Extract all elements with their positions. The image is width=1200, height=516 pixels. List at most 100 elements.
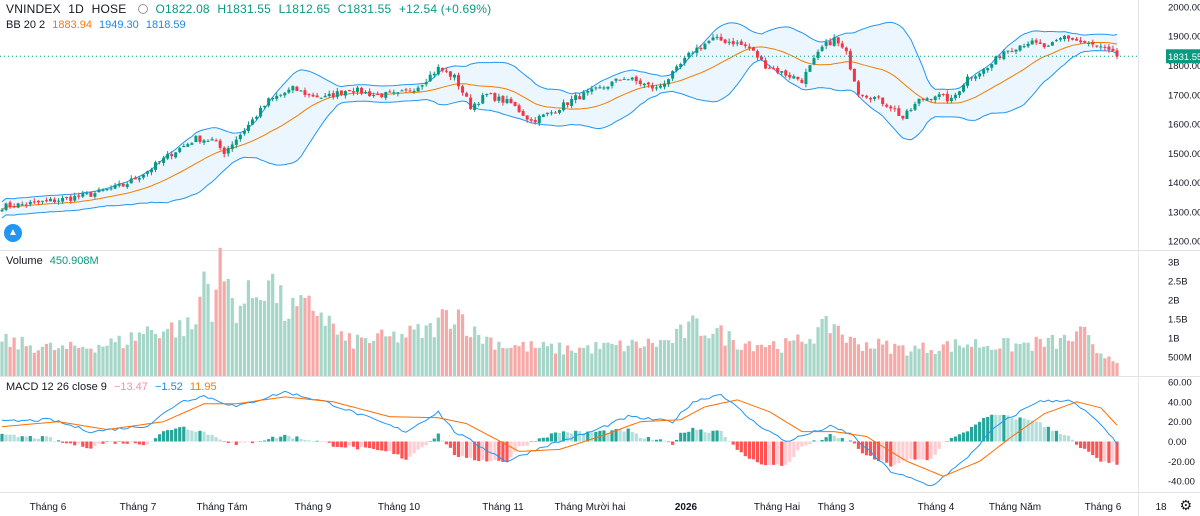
- volume-bar: [719, 325, 723, 376]
- volume-bar: [763, 347, 768, 376]
- macd-histogram-bar: [198, 430, 202, 442]
- volume-bar: [40, 346, 44, 376]
- macd-histogram-bar: [153, 438, 158, 442]
- candle-body: [731, 41, 735, 45]
- volume-bar: [436, 317, 440, 376]
- macd-histogram-bar: [69, 441, 73, 444]
- volume-bar: [521, 342, 525, 376]
- macd-histogram-bar: [432, 438, 436, 442]
- volume-bar: [800, 341, 804, 376]
- tradingview-logo-icon[interactable]: ▲: [4, 224, 22, 242]
- time-tick-label: Tháng 10: [378, 502, 421, 513]
- candle-body: [396, 92, 400, 94]
- volume-bar: [125, 344, 129, 376]
- volume-bar: [553, 353, 558, 376]
- symbol-interval[interactable]: 1D: [68, 2, 85, 16]
- macd-histogram-bar: [893, 441, 897, 465]
- candle-body: [578, 96, 582, 100]
- candle-body: [1107, 46, 1111, 50]
- macd-histogram-bar: [44, 436, 49, 442]
- volume-bar: [816, 327, 820, 376]
- candle-body: [820, 46, 824, 51]
- volume-bar: [1062, 334, 1067, 376]
- macd-histogram-bar: [194, 431, 198, 442]
- volume-bar: [368, 343, 372, 376]
- candle-body: [792, 76, 796, 79]
- macd-histogram-bar: [117, 441, 121, 442]
- macd-histogram-bar: [1083, 441, 1087, 449]
- volume-bar: [404, 337, 408, 376]
- macd-histogram-bar: [755, 441, 760, 463]
- candle-body: [137, 178, 141, 180]
- volume-bar: [517, 346, 521, 376]
- candle-body: [836, 37, 840, 44]
- candle-body: [485, 93, 489, 96]
- macd-histogram-bar: [464, 441, 469, 458]
- candle-body: [1083, 41, 1087, 43]
- candle-body: [755, 51, 759, 58]
- volume-bar: [921, 342, 925, 376]
- macd-histogram-bar: [254, 441, 259, 443]
- volume-bar: [271, 273, 275, 376]
- macd-legend[interactable]: MACD 12 26 close 9 −13.47 −1.52 11.95: [6, 381, 221, 393]
- macd-histogram-bar: [56, 440, 61, 442]
- gear-icon[interactable]: ⚙: [1179, 497, 1192, 513]
- symbol-name[interactable]: VNINDEX: [6, 2, 61, 16]
- volume-bar: [97, 344, 101, 376]
- candle-body: [57, 200, 61, 202]
- macd-histogram-bar: [630, 431, 634, 442]
- candle-body: [149, 169, 153, 173]
- macd-histogram-bar: [1107, 441, 1111, 463]
- candle-body: [283, 92, 287, 96]
- macd-histogram-bar: [901, 441, 905, 461]
- candle-body: [461, 86, 465, 93]
- macd-histogram-bar: [982, 417, 986, 442]
- volume-bar: [238, 305, 242, 376]
- candle-body: [618, 79, 622, 81]
- candle-body: [630, 77, 634, 80]
- macd-histogram-bar: [969, 426, 974, 442]
- candle-body: [1050, 42, 1054, 46]
- volume-bar: [666, 340, 671, 376]
- macd-histogram-bar: [420, 441, 424, 448]
- candle-body: [121, 183, 125, 187]
- volume-bar: [561, 354, 566, 376]
- volume-bar: [731, 339, 735, 376]
- candle-body: [711, 37, 715, 41]
- macd-histogram-bar: [626, 428, 630, 442]
- time-tick-label: Tháng 3: [818, 502, 855, 513]
- candle-body: [525, 115, 529, 120]
- volume-bar: [456, 309, 461, 376]
- volume-legend[interactable]: Volume 450.908M: [6, 255, 103, 267]
- candle-body: [626, 79, 630, 81]
- volume-bar: [974, 339, 978, 376]
- candle-body: [158, 161, 162, 163]
- volume-bar: [513, 344, 517, 376]
- candle-body: [1058, 38, 1062, 40]
- volume-bar: [715, 328, 719, 376]
- candle-body: [1002, 51, 1006, 59]
- candle-body: [1103, 46, 1107, 48]
- candle-body: [574, 95, 578, 100]
- macd-histogram-bar: [751, 441, 756, 460]
- candle-body: [347, 90, 351, 92]
- volume-bar: [1006, 338, 1010, 376]
- bb-legend[interactable]: BB 20 2 1883.94 1949.30 1818.59: [6, 19, 190, 31]
- macd-histogram-bar: [545, 437, 549, 442]
- volume-bar: [856, 344, 861, 376]
- volume-bar: [1083, 326, 1087, 376]
- candle-body: [93, 193, 97, 197]
- volume-bar: [1099, 353, 1103, 376]
- candle-body: [416, 87, 420, 92]
- volume-bar: [307, 295, 311, 376]
- macd-histogram-bar: [77, 441, 81, 444]
- macd-histogram-bar: [965, 431, 970, 442]
- volume-bar: [578, 347, 582, 376]
- bb-upper-value: 1949.30: [99, 19, 139, 31]
- candle-body: [1046, 45, 1050, 47]
- volume-bar: [234, 323, 238, 376]
- volume-bar: [109, 338, 113, 376]
- volume-bar: [145, 326, 150, 376]
- volume-bar: [372, 340, 376, 376]
